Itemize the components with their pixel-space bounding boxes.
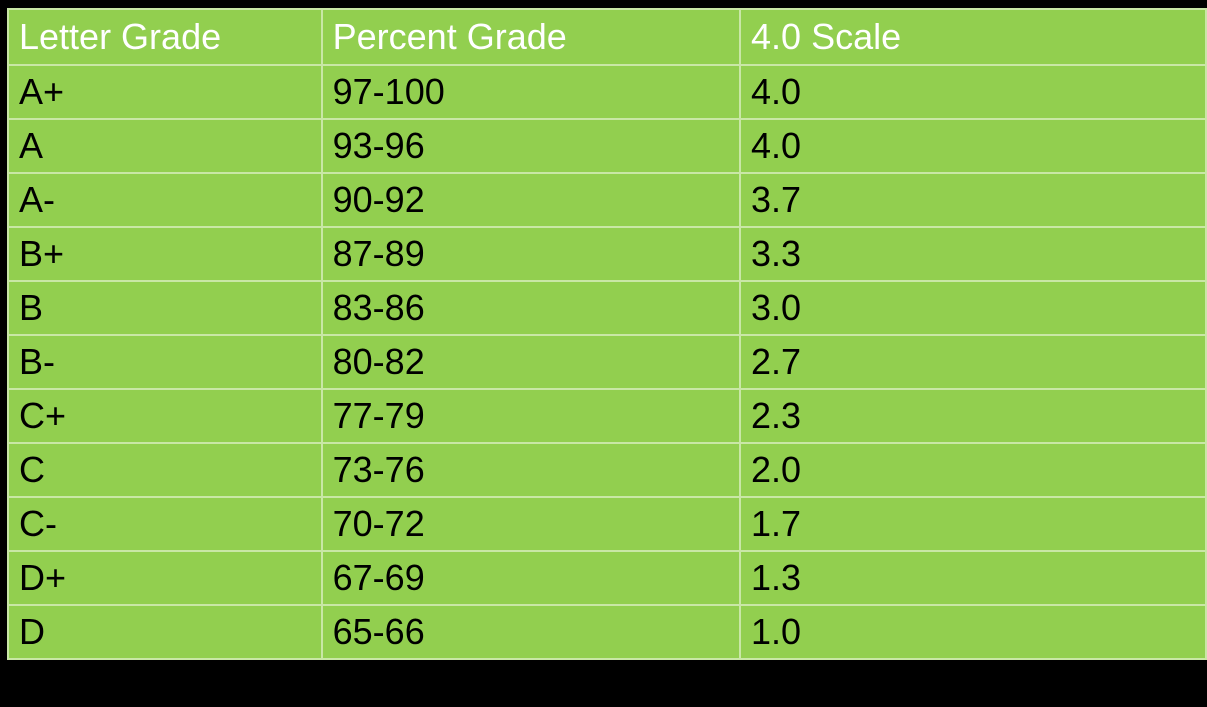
percent-grade-cell: 87-89 <box>320 226 742 282</box>
gpa-scale-cell: 3.7 <box>739 172 1207 228</box>
percent-grade-cell: 93-96 <box>320 118 742 174</box>
percent-grade-cell: 80-82 <box>320 334 742 390</box>
table-row: A 93-96 4.0 <box>7 118 1207 174</box>
gpa-scale-cell: 2.3 <box>739 388 1207 444</box>
table-row: C+ 77-79 2.3 <box>7 388 1207 444</box>
header-row: Letter Grade Percent Grade 4.0 Scale <box>7 8 1207 66</box>
header-letter-grade: Letter Grade <box>7 8 323 66</box>
letter-grade-cell: C <box>7 442 323 498</box>
gpa-scale-cell: 1.3 <box>739 550 1207 606</box>
letter-grade-cell: A+ <box>7 64 323 120</box>
percent-grade-cell: 70-72 <box>320 496 742 552</box>
table-row: A- 90-92 3.7 <box>7 172 1207 228</box>
gpa-scale-cell: 4.0 <box>739 118 1207 174</box>
table-row: D+ 67-69 1.3 <box>7 550 1207 606</box>
gpa-scale-cell: 3.0 <box>739 280 1207 336</box>
percent-grade-cell: 90-92 <box>320 172 742 228</box>
percent-grade-cell: 77-79 <box>320 388 742 444</box>
percent-grade-cell: 97-100 <box>320 64 742 120</box>
gpa-scale-cell: 1.0 <box>739 604 1207 660</box>
letter-grade-cell: C- <box>7 496 323 552</box>
table-row: C- 70-72 1.7 <box>7 496 1207 552</box>
grade-table: Letter Grade Percent Grade 4.0 Scale A+ … <box>7 8 1207 660</box>
letter-grade-cell: A <box>7 118 323 174</box>
letter-grade-cell: B <box>7 280 323 336</box>
letter-grade-cell: B+ <box>7 226 323 282</box>
letter-grade-cell: A- <box>7 172 323 228</box>
percent-grade-cell: 65-66 <box>320 604 742 660</box>
table-header: Letter Grade Percent Grade 4.0 Scale <box>7 8 1207 66</box>
table-row: C 73-76 2.0 <box>7 442 1207 498</box>
letter-grade-cell: B- <box>7 334 323 390</box>
header-percent-grade: Percent Grade <box>320 8 742 66</box>
letter-grade-cell: C+ <box>7 388 323 444</box>
percent-grade-cell: 67-69 <box>320 550 742 606</box>
table-row: D 65-66 1.0 <box>7 604 1207 660</box>
letter-grade-cell: D+ <box>7 550 323 606</box>
table-row: A+ 97-100 4.0 <box>7 64 1207 120</box>
table-row: B 83-86 3.0 <box>7 280 1207 336</box>
letter-grade-cell: D <box>7 604 323 660</box>
gpa-scale-cell: 4.0 <box>739 64 1207 120</box>
header-gpa-scale: 4.0 Scale <box>739 8 1207 66</box>
gpa-scale-cell: 1.7 <box>739 496 1207 552</box>
percent-grade-cell: 73-76 <box>320 442 742 498</box>
gpa-scale-cell: 2.0 <box>739 442 1207 498</box>
table-row: B- 80-82 2.7 <box>7 334 1207 390</box>
table-row: B+ 87-89 3.3 <box>7 226 1207 282</box>
table-body: A+ 97-100 4.0 A 93-96 4.0 A- 90-92 3.7 B… <box>7 64 1207 660</box>
gpa-scale-cell: 3.3 <box>739 226 1207 282</box>
percent-grade-cell: 83-86 <box>320 280 742 336</box>
gpa-scale-cell: 2.7 <box>739 334 1207 390</box>
